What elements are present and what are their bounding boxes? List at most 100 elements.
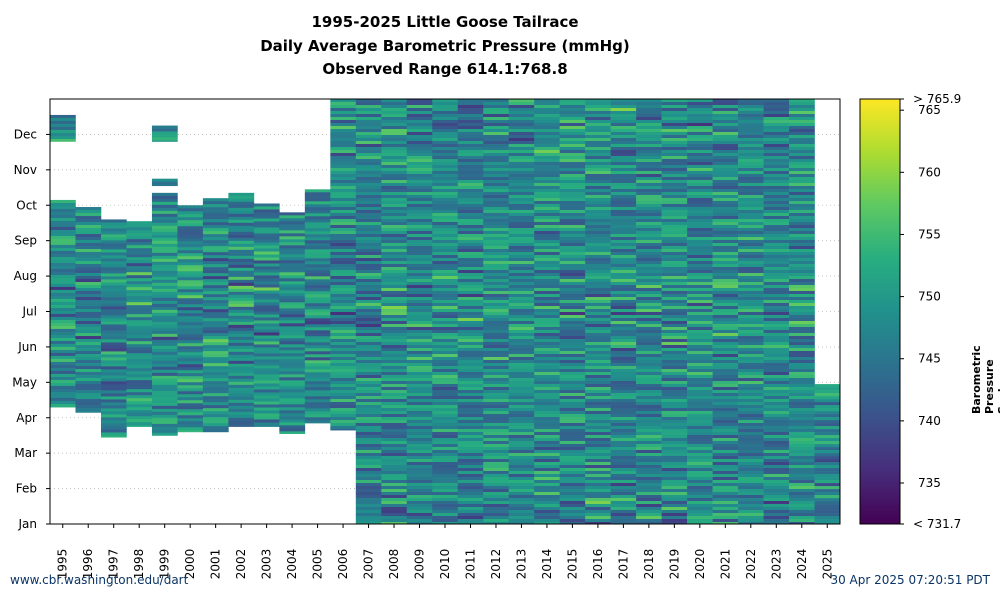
heatmap-cell: [151, 426, 178, 431]
heatmap-cell: [381, 228, 408, 232]
heatmap-cell: [738, 255, 764, 259]
heatmap-cell: [534, 453, 560, 457]
heatmap-cell: [50, 295, 76, 300]
heatmap-cell: [738, 192, 764, 196]
heatmap-cell: [279, 218, 306, 222]
heatmap-cell: [534, 258, 560, 262]
heatmap-cell: [610, 495, 637, 499]
heatmap-cell: [381, 195, 408, 199]
heatmap-cell: [355, 120, 382, 124]
heatmap-cell: [253, 413, 280, 417]
heatmap-cell: [534, 141, 560, 145]
heatmap-cell: [151, 210, 178, 215]
heatmap-cell: [330, 306, 357, 310]
heatmap-cell: [763, 360, 790, 364]
heatmap-cell: [457, 495, 484, 499]
heatmap-cell: [687, 156, 713, 160]
heatmap-cell: [534, 279, 560, 283]
heatmap-cell: [151, 375, 178, 380]
heatmap-cell: [763, 177, 790, 181]
heatmap-cell: [585, 435, 611, 439]
heatmap-cell: [330, 276, 357, 280]
heatmap-cell: [50, 220, 76, 225]
heatmap-cell: [432, 321, 459, 325]
heatmap-cell: [763, 444, 790, 448]
heatmap-cell: [355, 432, 382, 436]
heatmap-cell: [279, 362, 306, 366]
heatmap-cell: [50, 340, 76, 345]
heatmap-cell: [253, 320, 280, 324]
heatmap-cell: [763, 489, 790, 493]
heatmap-cell: [457, 285, 484, 289]
heatmap-cell: [432, 519, 459, 523]
footer-url[interactable]: www.cbr.washington.edu/dart: [10, 573, 189, 587]
heatmap-cell: [100, 300, 127, 304]
heatmap-cell: [50, 247, 76, 252]
heatmap-cell: [585, 375, 611, 379]
heatmap-cell: [610, 321, 637, 325]
heatmap-cell: [712, 498, 739, 502]
heatmap-cell: [381, 162, 408, 166]
heatmap-cell: [355, 207, 382, 211]
heatmap-cell: [279, 377, 306, 381]
heatmap-cell: [75, 339, 102, 343]
heatmap-cell: [687, 453, 713, 457]
heatmap-cell: [100, 339, 127, 343]
heatmap-cell: [483, 150, 510, 154]
heatmap-cell: [636, 234, 662, 238]
heatmap-cell: [738, 510, 764, 514]
heatmap-cell: [712, 357, 739, 361]
heatmap-cell: [100, 309, 127, 313]
heatmap-cell: [483, 339, 510, 343]
heatmap-cell: [661, 345, 688, 349]
heatmap-cell: [483, 270, 510, 274]
heatmap-cell: [789, 351, 815, 355]
heatmap-cell: [406, 447, 433, 451]
heatmap-cell: [100, 231, 127, 235]
heatmap-cell: [126, 266, 153, 270]
heatmap-cell: [151, 288, 178, 293]
heatmap-cell: [636, 360, 662, 364]
heatmap-cell: [559, 489, 586, 493]
heatmap-cell: [406, 213, 433, 217]
heatmap-cell: [228, 414, 255, 419]
heatmap-cell: [738, 357, 764, 361]
heatmap-cell: [304, 270, 331, 274]
heatmap-cell: [151, 297, 178, 302]
heatmap-cell: [738, 264, 764, 268]
heatmap-cell: [508, 468, 535, 472]
heatmap-cell: [687, 186, 713, 190]
heatmap-cell: [814, 522, 841, 525]
heatmap-cell: [814, 507, 841, 511]
heatmap-cell: [585, 234, 611, 238]
chart-subtitle: Daily Average Barometric Pressure (mmHg): [260, 37, 630, 55]
heatmap-cell: [406, 252, 433, 256]
heatmap-cell: [75, 279, 102, 283]
heatmap-cell: [355, 132, 382, 136]
heatmap-cell: [126, 404, 153, 408]
heatmap-cell: [508, 426, 535, 430]
heatmap-cell: [381, 165, 408, 169]
heatmap-cell: [661, 153, 688, 157]
heatmap-cell: [457, 420, 484, 424]
heatmap-cell: [763, 150, 790, 154]
heatmap-cell: [177, 271, 204, 275]
heatmap-cell: [355, 315, 382, 319]
heatmap-cell: [100, 276, 127, 280]
heatmap-cell: [330, 168, 357, 172]
colorbar-gradient: [859, 98, 901, 525]
heatmap-cell: [508, 204, 535, 208]
heatmap-cell: [687, 99, 713, 103]
heatmap-cell: [738, 315, 764, 319]
heatmap-cell: [687, 195, 713, 199]
heatmap-cell: [432, 141, 459, 145]
heatmap-cell: [177, 382, 204, 386]
heatmap-cell: [381, 489, 408, 493]
heatmap-cell: [279, 350, 306, 354]
heatmap-cell: [687, 117, 713, 121]
heatmap-cell: [202, 198, 229, 202]
heatmap-cell: [661, 291, 688, 295]
heatmap-cell: [75, 225, 102, 229]
heatmap-cell: [432, 258, 459, 262]
heatmap-cell: [559, 405, 586, 409]
